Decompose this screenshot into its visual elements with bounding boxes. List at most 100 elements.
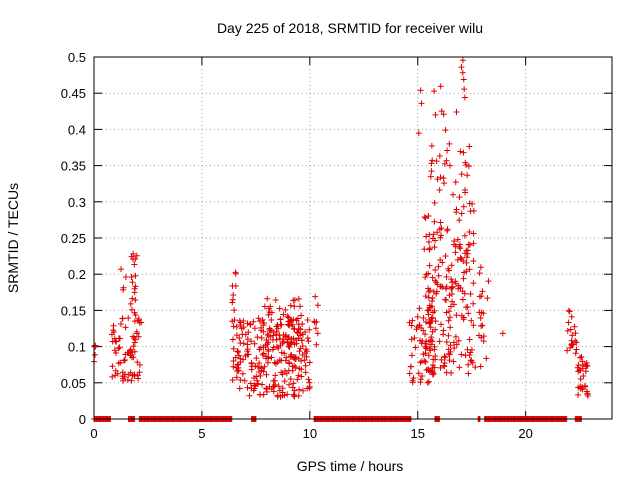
y-tick-label: 0.05 [61, 376, 86, 391]
data-point [121, 357, 128, 364]
data-point [253, 355, 260, 362]
data-point [131, 318, 138, 325]
data-point [443, 273, 450, 280]
data-point [429, 338, 436, 345]
data-point [468, 317, 475, 324]
data-point [465, 370, 472, 377]
data-point [274, 392, 281, 399]
data-point [234, 348, 241, 355]
data-point [230, 363, 237, 370]
data-point [421, 214, 428, 221]
data-point [446, 162, 453, 169]
data-point [236, 334, 243, 341]
data-point [284, 391, 291, 398]
data-point [437, 174, 444, 181]
data-point [433, 158, 440, 165]
data-point [477, 264, 484, 271]
data-point [302, 346, 309, 353]
x-axis-label: GPS time / hours [297, 458, 404, 474]
data-point [138, 319, 145, 326]
data-point [112, 367, 119, 374]
data-point [247, 380, 254, 387]
data-point [122, 324, 129, 331]
data-point [281, 378, 288, 385]
data-point [444, 147, 451, 154]
data-point [445, 317, 452, 324]
data-point [235, 352, 242, 359]
data-point [239, 370, 246, 377]
data-point [253, 373, 260, 380]
data-point [272, 372, 279, 379]
data-point [302, 362, 309, 369]
data-point [265, 311, 272, 318]
data-point [284, 313, 291, 320]
y-tick-label: 0.3 [68, 195, 86, 210]
data-point [261, 303, 268, 310]
data-point [441, 353, 448, 360]
data-point [466, 143, 473, 150]
data-point [313, 341, 320, 348]
data-point [441, 363, 448, 370]
data-point [463, 259, 470, 266]
data-point [425, 288, 432, 295]
data-point [254, 380, 261, 387]
data-point [131, 348, 138, 355]
data-point [430, 362, 437, 369]
data-point [460, 275, 467, 282]
data-point [470, 230, 477, 237]
data-point [297, 332, 304, 339]
data-point [287, 353, 294, 360]
data-point [437, 364, 444, 371]
data-point [299, 343, 306, 350]
data-point [120, 286, 127, 293]
axis-ticks: 0 0.05 0.1 0.15 0.2 0.25 0.3 0.35 0.4 0.45 0.5 0 5 10… [61, 50, 612, 441]
data-point [272, 296, 279, 303]
data-point [432, 326, 439, 333]
data-point [267, 333, 274, 340]
data-point [290, 354, 297, 361]
data-point [111, 328, 118, 335]
data-point [298, 373, 305, 380]
data-point [129, 279, 136, 286]
data-point [128, 253, 135, 260]
data-point [458, 351, 465, 358]
data-point [565, 307, 572, 314]
data-point [236, 317, 243, 324]
data-point [229, 318, 236, 325]
data-point [415, 370, 422, 377]
data-point [230, 323, 237, 330]
data-point [299, 351, 306, 358]
data-point [247, 321, 254, 328]
data-point [260, 344, 267, 351]
data-point [450, 358, 457, 365]
y-tick-label: 0.25 [61, 231, 86, 246]
data-point [422, 331, 429, 338]
data-point [122, 351, 129, 358]
data-point [462, 187, 469, 194]
data-point [306, 326, 313, 333]
data-point [121, 356, 128, 363]
data-point [252, 362, 259, 369]
data-point [428, 142, 435, 149]
chart-title: Day 225 of 2018, SRMTID for receiver wil… [217, 20, 483, 36]
data-point [461, 290, 468, 297]
data-point [455, 337, 462, 344]
data-point [266, 309, 273, 316]
data-point [438, 283, 445, 290]
data-point [429, 298, 436, 305]
data-point [422, 293, 429, 300]
data-point [111, 347, 118, 354]
data-point [438, 108, 445, 115]
data-point [235, 348, 242, 355]
data-point [130, 250, 137, 257]
data-point [446, 140, 453, 147]
data-point [456, 217, 463, 224]
data-point [579, 386, 586, 393]
data-point [446, 351, 453, 358]
data-point [291, 296, 298, 303]
data-point [263, 355, 270, 362]
data-point [465, 361, 472, 368]
data-point [428, 160, 435, 167]
data-point [254, 334, 261, 341]
